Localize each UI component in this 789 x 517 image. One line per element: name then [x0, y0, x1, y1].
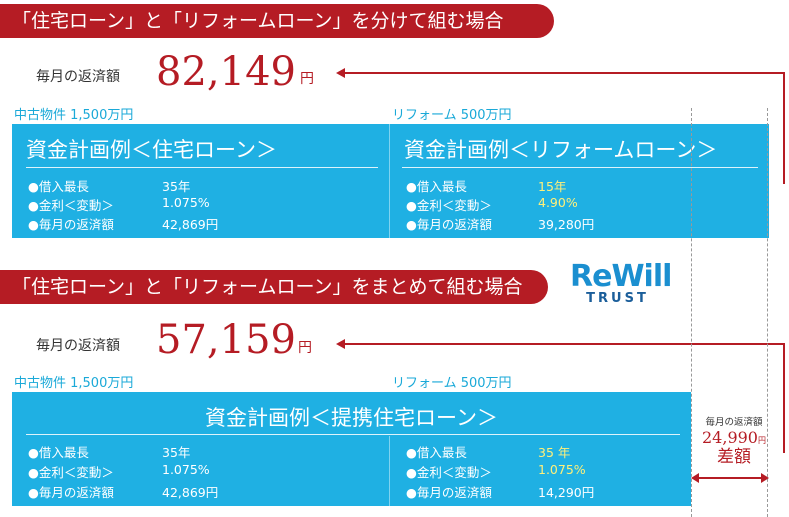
separate-loans-banner: 「住宅ローン」と「リフォームローン」を分けて組む場合	[0, 4, 554, 38]
bottom-left-row-label: ●借入最長	[28, 445, 89, 460]
bottom-left-row-value: 1.075%	[162, 462, 210, 477]
bottom-right-row-label: ●借入最長	[406, 445, 467, 460]
top-right-row-value: 4.90%	[538, 195, 578, 210]
top-right-row-value: 39,280円	[538, 217, 595, 232]
bottom-left-row-label: ●毎月の返済額	[28, 485, 114, 500]
top-connector-line	[344, 72, 785, 74]
bottom-right-section-label: リフォーム 500万円	[392, 376, 512, 391]
top-right-row-label: ●金利＜変動＞	[406, 198, 492, 213]
top-left-divider	[26, 167, 378, 168]
bottom-left-row-value: 42,869円	[162, 485, 219, 500]
top-monthly-amount: 82,149	[156, 49, 296, 95]
top-panel-background	[12, 124, 769, 238]
difference-amount-value: 24,990	[702, 428, 758, 447]
bottom-left-row-label: ●金利＜変動＞	[28, 465, 114, 480]
top-left-row-label: ●借入最長	[28, 179, 89, 194]
bottom-connector-vertical	[783, 343, 785, 453]
bottom-right-row-value: 14,290円	[538, 485, 595, 500]
bottom-right-row-value: 1.075%	[538, 462, 586, 477]
bottom-right-row-label: ●毎月の返済額	[406, 485, 492, 500]
difference-amount: 24,990円	[688, 428, 780, 447]
top-left-row-label: ●金利＜変動＞	[28, 198, 114, 213]
top-right-row-value: 15年	[538, 179, 567, 194]
logo-main-text: ReWill	[570, 259, 672, 294]
top-right-row-label: ●借入最長	[406, 179, 467, 194]
top-amount-yen: 円	[300, 71, 314, 87]
bottom-right-row-value: 35 年	[538, 445, 571, 460]
combined-loans-banner: 「住宅ローン」と「リフォームローン」をまとめて組む場合	[0, 270, 548, 304]
bottom-monthly-label: 毎月の返済額	[36, 338, 120, 354]
difference-amount-yen: 円	[757, 436, 766, 445]
guide-line-right	[767, 108, 768, 517]
bottom-monthly-amount: 57,159	[156, 317, 296, 363]
bottom-left-section-label: 中古物件 1,500万円	[14, 376, 134, 391]
rewill-trust-logo: ReWill TRUST	[570, 259, 672, 306]
difference-label: 毎月の返済額	[705, 417, 763, 428]
difference-callout: 毎月の返済額 24,990円 差額	[688, 414, 780, 467]
bottom-amount-yen: 円	[298, 340, 312, 356]
top-right-row-label: ●毎月の返済額	[406, 217, 492, 232]
top-monthly-label: 毎月の返済額	[36, 69, 120, 85]
bottom-connector-line	[344, 343, 785, 345]
bottom-panel-background	[12, 392, 691, 506]
top-right-divider	[402, 167, 758, 168]
top-panel-separator	[389, 124, 390, 238]
bottom-arrowhead	[336, 339, 345, 349]
top-left-row-value: 35年	[162, 179, 191, 194]
bottom-right-row-label: ●金利＜変動＞	[406, 465, 492, 480]
difference-word: 差額	[717, 447, 751, 467]
bottom-panel-title: 資金計画例＜提携住宅ローン＞	[205, 406, 498, 430]
bottom-left-row-value: 35年	[162, 445, 191, 460]
top-connector-vertical	[783, 72, 785, 184]
top-left-section-label: 中古物件 1,500万円	[14, 108, 134, 123]
top-left-panel-title: 資金計画例＜住宅ローン＞	[26, 138, 277, 162]
difference-double-arrow	[691, 473, 769, 483]
top-right-panel-title: 資金計画例＜リフォームローン＞	[404, 138, 718, 162]
top-left-row-value: 42,869円	[162, 217, 219, 232]
top-left-row-label: ●毎月の返済額	[28, 217, 114, 232]
guide-line-left	[691, 108, 692, 517]
top-right-section-label: リフォーム 500万円	[392, 108, 512, 123]
bottom-panel-separator	[389, 436, 390, 506]
top-left-row-value: 1.075%	[162, 195, 210, 210]
logo-sub-text: TRUST	[586, 291, 649, 306]
top-arrowhead	[336, 68, 345, 78]
bottom-divider	[26, 434, 680, 435]
